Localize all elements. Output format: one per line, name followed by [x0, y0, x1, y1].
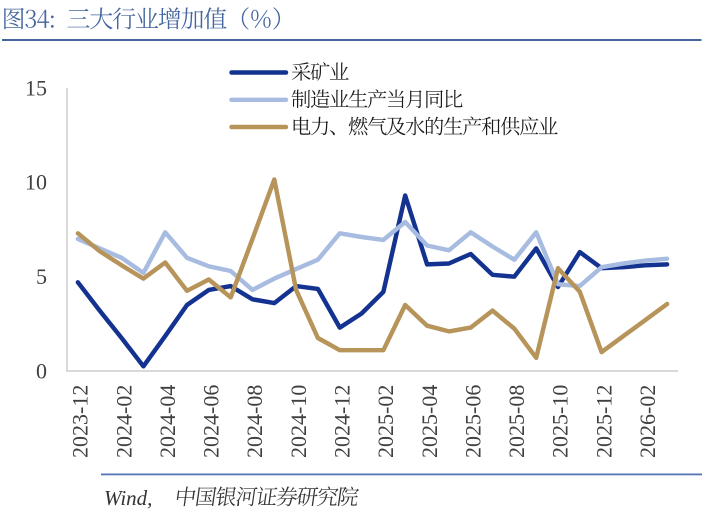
- svg-text:2024-10: 2024-10: [286, 385, 311, 458]
- svg-text:2025-04: 2025-04: [417, 385, 442, 458]
- svg-text:2024-06: 2024-06: [199, 385, 224, 458]
- svg-text:10: 10: [25, 170, 47, 195]
- svg-text:15: 15: [25, 75, 47, 100]
- svg-text:2024-02: 2024-02: [111, 385, 136, 458]
- svg-text:2024-08: 2024-08: [242, 385, 267, 458]
- svg-text:2025-08: 2025-08: [504, 385, 529, 458]
- svg-text:2025-10: 2025-10: [548, 385, 573, 458]
- svg-text:2024-12: 2024-12: [330, 385, 355, 458]
- svg-text:0: 0: [36, 358, 47, 383]
- svg-text:2026-02: 2026-02: [635, 385, 660, 458]
- svg-text:2025-06: 2025-06: [460, 385, 485, 458]
- svg-text:2025-02: 2025-02: [373, 385, 398, 458]
- svg-text:2023-12: 2023-12: [68, 385, 93, 458]
- svg-text:2024-04: 2024-04: [155, 385, 180, 458]
- svg-text:5: 5: [36, 264, 47, 289]
- svg-text:Wind,: Wind,: [104, 486, 152, 510]
- svg-text:2025-12: 2025-12: [591, 385, 616, 458]
